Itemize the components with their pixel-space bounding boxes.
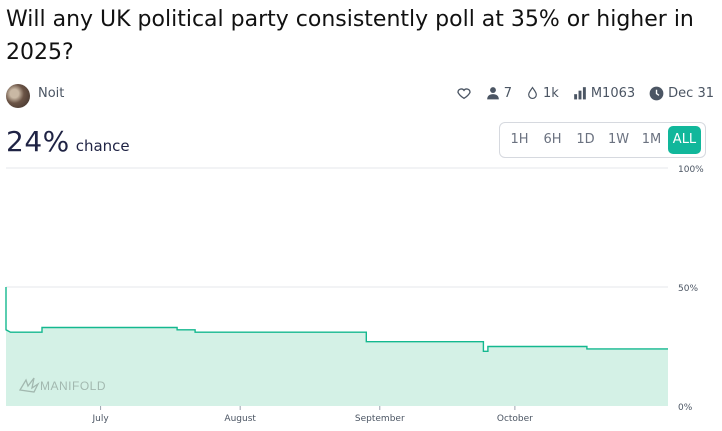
liquidity-stat[interactable]: 1k (526, 86, 559, 101)
probability-line (5, 287, 668, 352)
liquidity-value: 1k (543, 85, 559, 101)
traders-count: 7 (503, 85, 513, 101)
clock-icon (649, 86, 664, 100)
probability-label: chance (75, 137, 130, 155)
time-range-tabs: 1H 6H 1D 1W 1M ALL (499, 122, 706, 158)
bar-chart-icon (574, 87, 586, 100)
x-tick-label: October (497, 414, 533, 424)
probability-area (6, 287, 668, 406)
probability-chart[interactable]: MANIFOLD 100% 50% 0% July August September Oc… (0, 160, 722, 431)
author-avatar[interactable] (6, 84, 30, 108)
x-tick-label: September (355, 414, 405, 424)
manifold-logo-icon (18, 377, 40, 393)
volume-value: M1063 (590, 85, 636, 101)
heart-icon (457, 88, 471, 100)
user-icon (486, 87, 499, 100)
tab-1w[interactable]: 1W (607, 132, 630, 147)
volume-stat[interactable]: M1063 (573, 86, 635, 101)
y-tick-label: 50% (678, 284, 698, 294)
y-tick-label: 100% (678, 165, 704, 175)
market-stats: 7 1k M1063 Dec 31 (456, 85, 714, 101)
author-name[interactable]: Noit (38, 86, 65, 101)
droplet-icon (528, 86, 537, 100)
close-date: Dec 31 (668, 85, 714, 101)
market-meta: Noit 7 1k M1063 Dec 31 (6, 82, 714, 108)
manifold-watermark: MANIFOLD (18, 377, 106, 393)
watermark-text: MANIFOLD (40, 379, 106, 393)
follow-button[interactable] (456, 85, 472, 101)
tab-1h[interactable]: 1H (510, 132, 529, 147)
y-tick-label: 0% (678, 403, 693, 413)
tab-all[interactable]: ALL (668, 126, 701, 154)
probability-display: 24% chance (6, 125, 130, 161)
tab-6h[interactable]: 6H (543, 132, 562, 147)
market-question: Will any UK political party consistently… (6, 7, 694, 65)
close-date-stat[interactable]: Dec 31 (649, 86, 714, 101)
probability-value: 24% (6, 125, 70, 158)
x-tick-label: July (91, 414, 109, 424)
tab-1d[interactable]: 1D (576, 132, 595, 147)
x-tick-label: August (224, 414, 256, 424)
traders-stat[interactable]: 7 (486, 86, 512, 101)
tab-1m[interactable]: 1M (641, 132, 662, 147)
